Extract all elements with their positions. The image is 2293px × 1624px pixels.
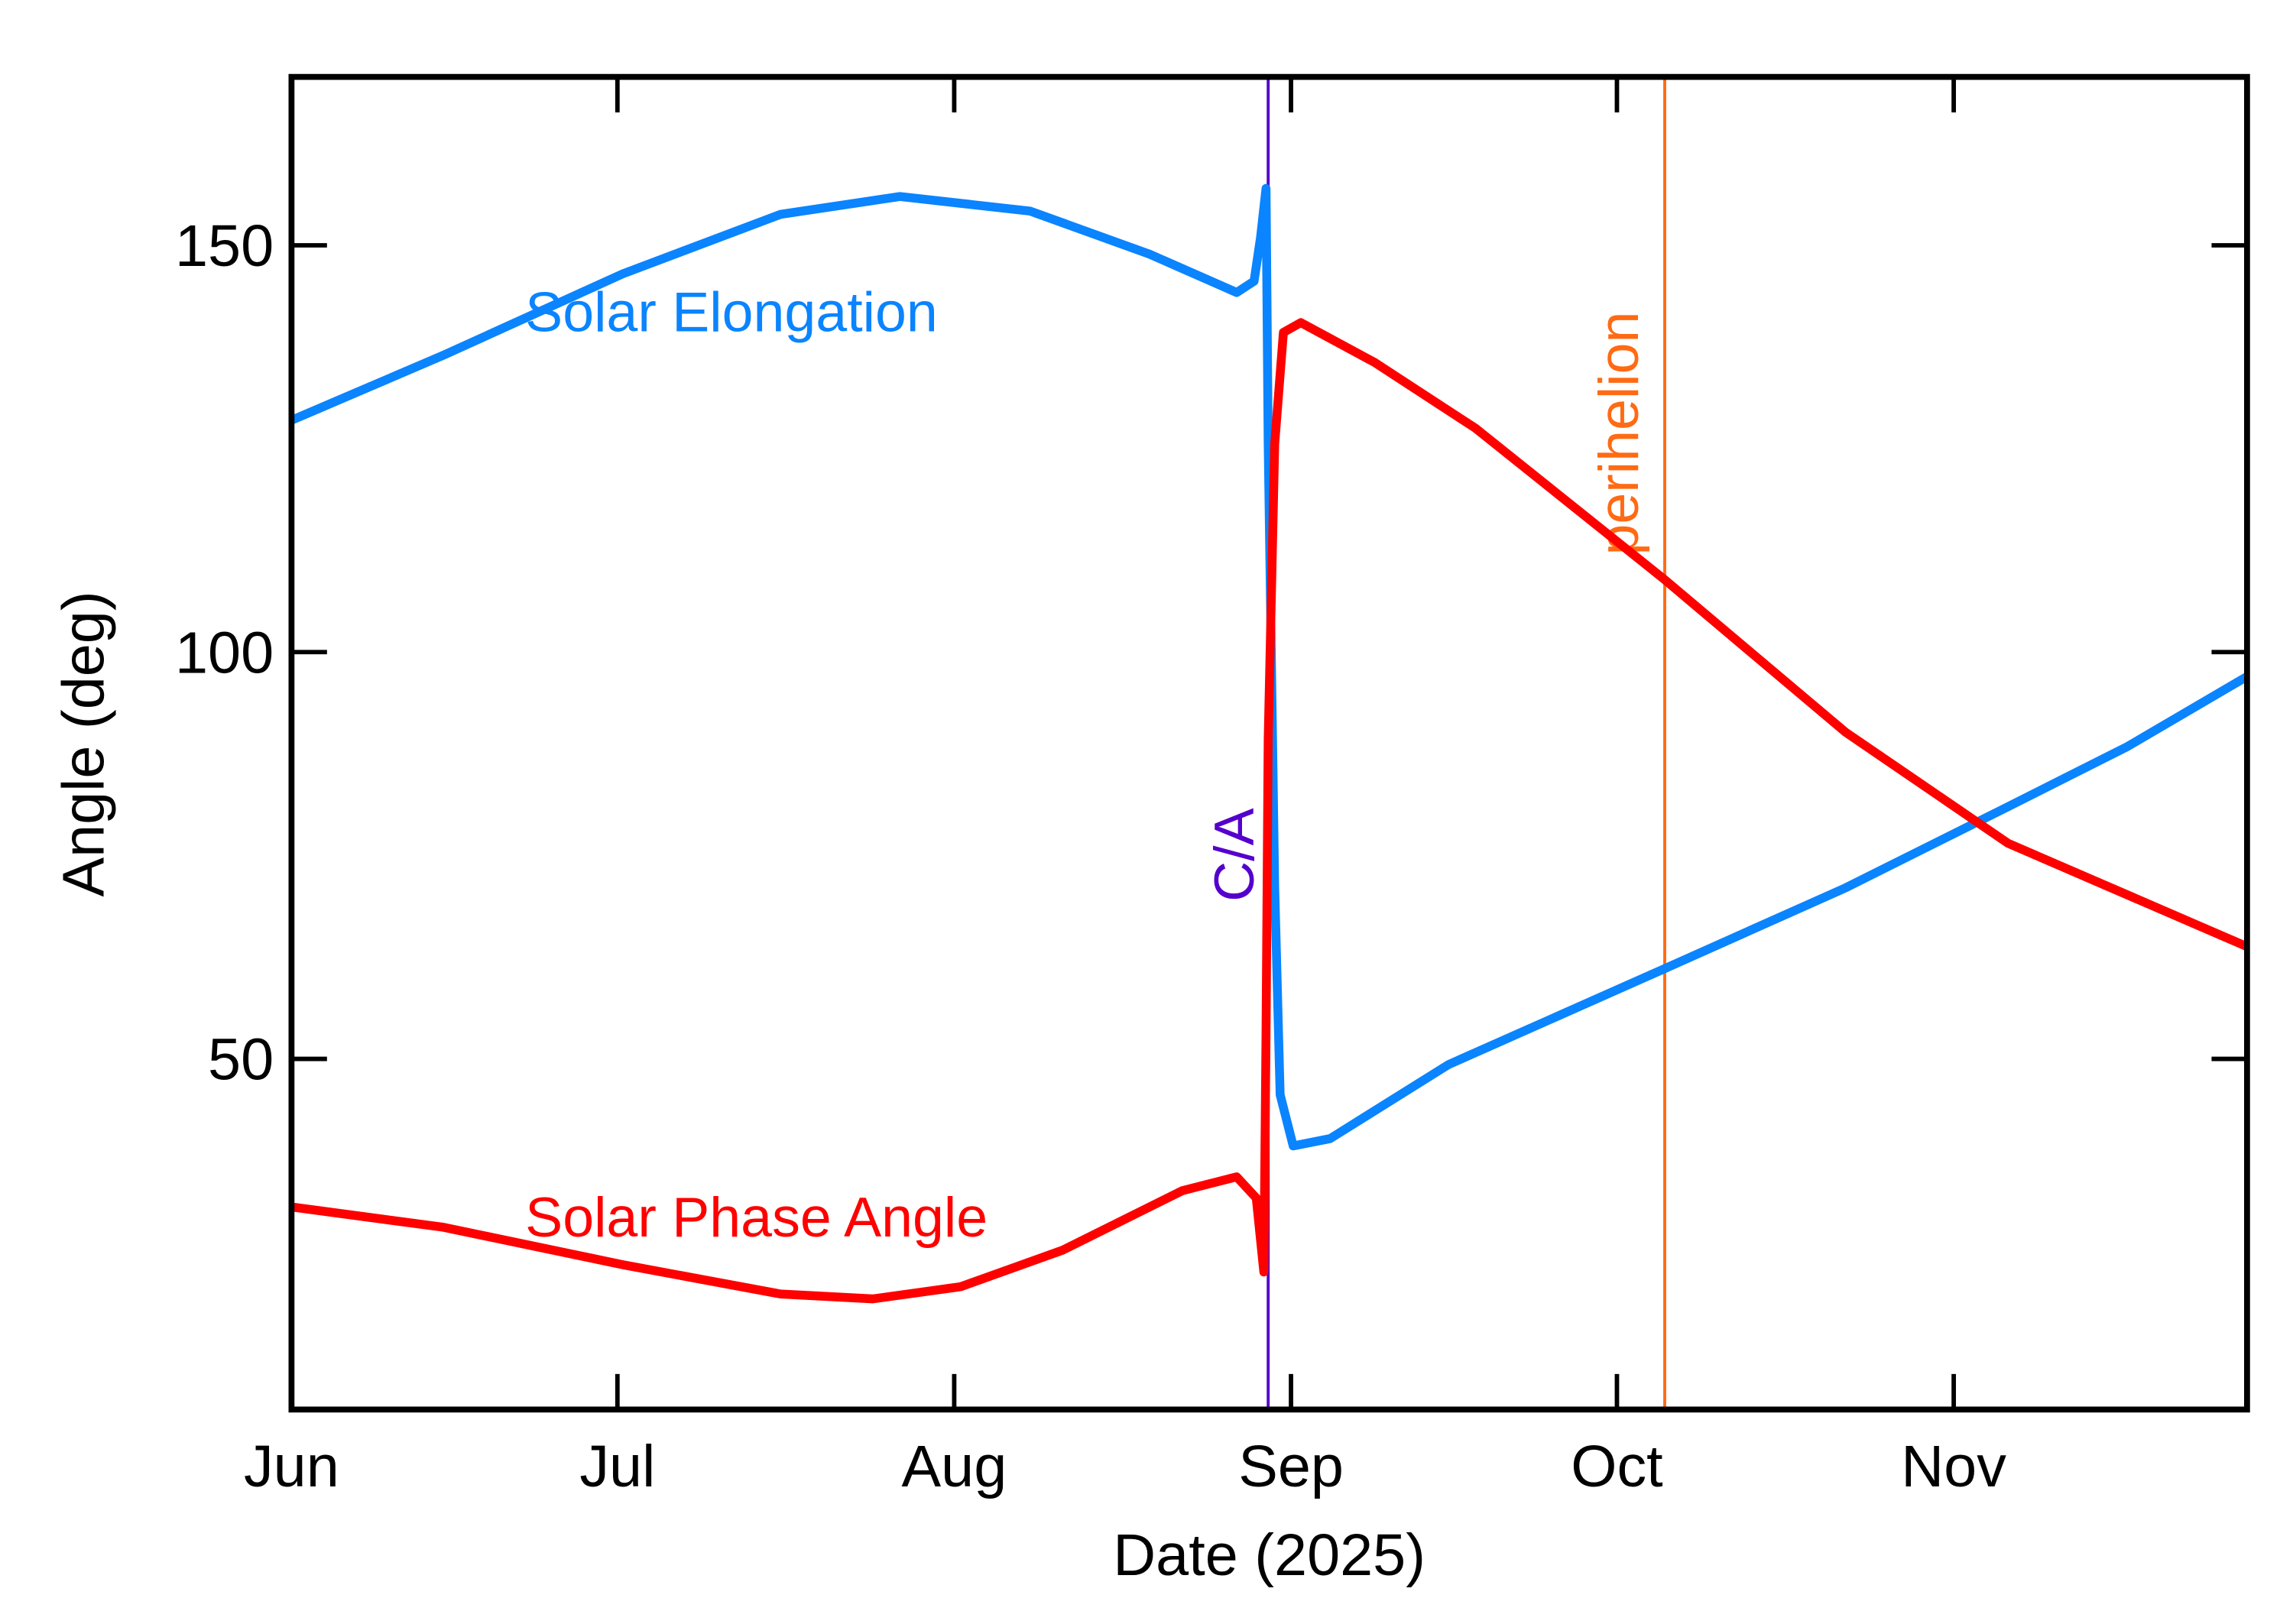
series-line bbox=[290, 183, 2249, 1151]
y-axis-label: Angle (deg) bbox=[51, 591, 117, 896]
annotation-label: C/A bbox=[1202, 808, 1266, 902]
x-tick-label: Aug bbox=[902, 1434, 1007, 1499]
x-tick-label: Jul bbox=[579, 1434, 655, 1499]
series-label: Solar Elongation bbox=[525, 280, 938, 344]
y-tick-label: 150 bbox=[175, 213, 274, 279]
x-tick-label: Sep bbox=[1238, 1434, 1344, 1499]
annotation-label: perihelion bbox=[1587, 312, 1650, 556]
x-tick-label: Jun bbox=[244, 1434, 339, 1499]
plot-frame bbox=[288, 73, 2250, 1413]
series-label: Solar Phase Angle bbox=[525, 1185, 988, 1249]
x-axis-label: Date (2025) bbox=[1113, 1522, 1425, 1588]
y-tick-label: 50 bbox=[208, 1027, 274, 1093]
y-tick-label: 100 bbox=[175, 620, 274, 686]
series-line bbox=[290, 318, 2249, 1304]
x-tick-label: Nov bbox=[1901, 1434, 2006, 1499]
x-tick-label: Oct bbox=[1571, 1434, 1662, 1499]
